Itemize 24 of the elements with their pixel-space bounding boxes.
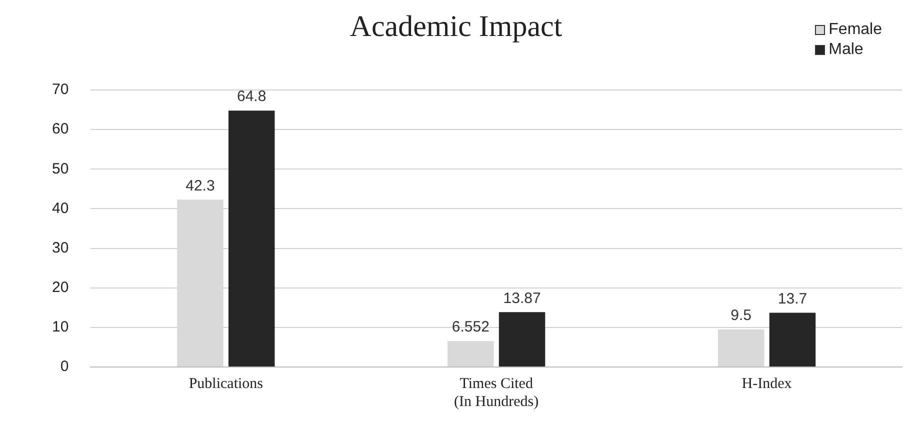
x-tick-label: Publications	[188, 376, 264, 392]
legend-label: Female	[828, 21, 882, 39]
data-label: 13.87	[503, 290, 541, 307]
y-tick-label: 30	[52, 239, 69, 256]
y-tick-label: 0	[60, 358, 69, 376]
y-tick-label: 10	[52, 318, 69, 336]
data-label: 42.3	[186, 177, 215, 194]
bar	[228, 110, 275, 366]
data-label: 9.5	[730, 307, 752, 324]
data-label: 6.552	[452, 318, 490, 336]
bar	[769, 312, 816, 366]
chart-title: Academic Impact	[350, 10, 562, 43]
bar	[448, 341, 494, 366]
data-label: 13.7	[778, 290, 808, 308]
bar	[498, 312, 546, 366]
y-tick-label: 60	[52, 120, 69, 138]
y-tick-label: 70	[52, 81, 69, 98]
y-tick-label: 40	[52, 200, 69, 217]
legend-label: Male	[828, 41, 864, 59]
data-label: 64.8	[236, 88, 266, 106]
y-tick-label: 50	[52, 160, 69, 178]
x-tick-label: H-Index	[742, 376, 792, 392]
y-tick-label: 20	[52, 279, 69, 296]
x-tick-label: Times Cited (In Hundreds)	[454, 376, 539, 410]
